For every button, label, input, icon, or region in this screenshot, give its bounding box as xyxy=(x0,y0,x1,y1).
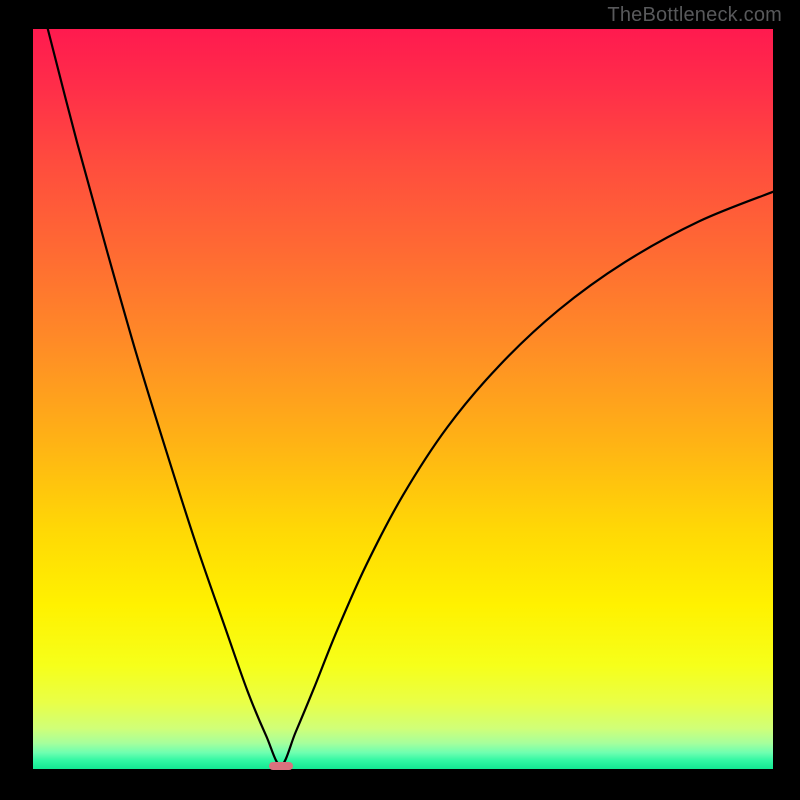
watermark-text: TheBottleneck.com xyxy=(607,4,782,27)
plot-area xyxy=(33,29,773,769)
plot-svg xyxy=(33,29,773,769)
minimum-marker xyxy=(269,762,293,770)
